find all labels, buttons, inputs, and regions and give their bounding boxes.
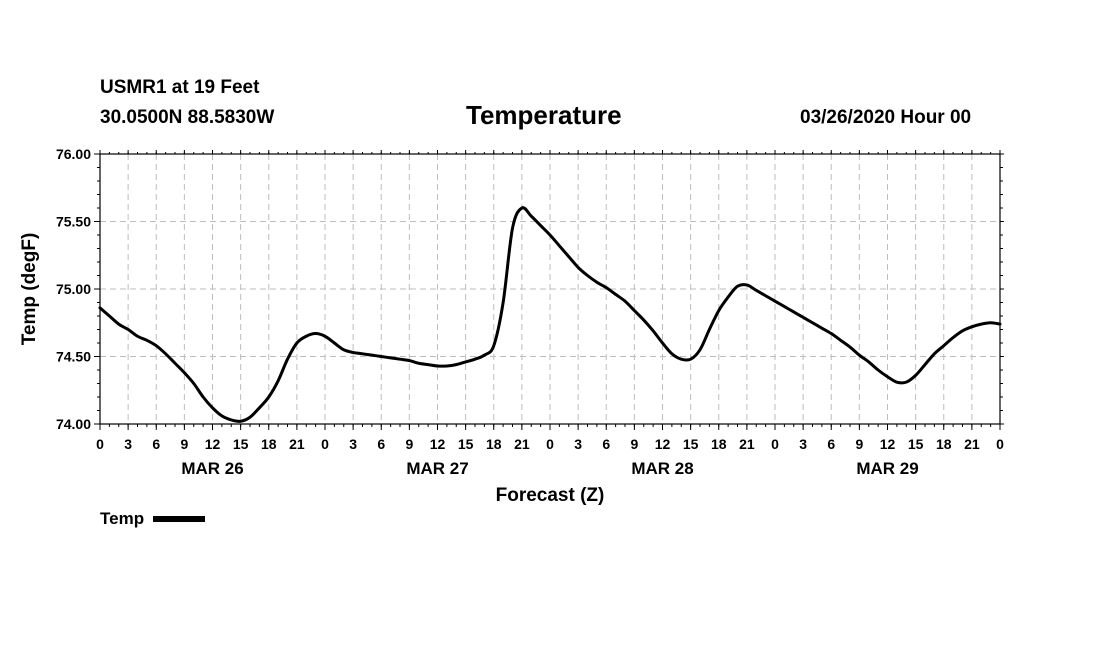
x-tick-label: 21 bbox=[514, 436, 530, 452]
forecast-timestamp: 03/26/2020 Hour 00 bbox=[800, 107, 972, 128]
x-tick-label: 21 bbox=[289, 436, 305, 452]
x-tick-label: 0 bbox=[996, 436, 1004, 452]
x-tick-label: 21 bbox=[739, 436, 755, 452]
x-tick-label: 0 bbox=[321, 436, 329, 452]
y-tick-label: 76.00 bbox=[56, 146, 91, 162]
x-tick-label: 9 bbox=[855, 436, 863, 452]
x-tick-label: 15 bbox=[683, 436, 699, 452]
x-tick-label: 9 bbox=[180, 436, 188, 452]
x-tick-label: 18 bbox=[486, 436, 502, 452]
x-tick-label: 6 bbox=[602, 436, 610, 452]
series-line-temp bbox=[98, 206, 1002, 423]
x-tick-label: 21 bbox=[964, 436, 980, 452]
station-name: USMR1 at 19 Feet bbox=[100, 77, 260, 98]
x-tick-label: 9 bbox=[630, 436, 638, 452]
x-tick-label: 18 bbox=[711, 436, 727, 452]
x-tick-label: 15 bbox=[458, 436, 474, 452]
x-tick-label: 6 bbox=[152, 436, 160, 452]
x-tick-label: 18 bbox=[936, 436, 952, 452]
x-tick-label: 12 bbox=[430, 436, 446, 452]
x-axis-title: Forecast (Z) bbox=[496, 485, 605, 506]
x-tick-label: 6 bbox=[827, 436, 835, 452]
y-tick-label: 74.00 bbox=[56, 416, 91, 432]
day-label: MAR 27 bbox=[406, 459, 468, 478]
legend: Temp bbox=[100, 509, 206, 529]
x-tick-label: 12 bbox=[655, 436, 671, 452]
day-label: MAR 26 bbox=[181, 459, 243, 478]
x-tick-label: 12 bbox=[205, 436, 221, 452]
y-tick-label: 74.50 bbox=[56, 349, 91, 365]
x-tick-label: 0 bbox=[96, 436, 104, 452]
x-tick-label: 15 bbox=[233, 436, 249, 452]
x-tick-label: 3 bbox=[349, 436, 357, 452]
legend-swatch bbox=[153, 516, 206, 522]
day-label: MAR 28 bbox=[631, 459, 693, 478]
y-tick-label: 75.50 bbox=[56, 214, 91, 230]
x-tick-label: 9 bbox=[405, 436, 413, 452]
day-label: MAR 29 bbox=[856, 459, 918, 478]
x-tick-label: 0 bbox=[546, 436, 554, 452]
x-tick-label: 18 bbox=[261, 436, 277, 452]
x-tick-label: 6 bbox=[377, 436, 385, 452]
x-tick-label: 3 bbox=[574, 436, 582, 452]
x-tick-label: 0 bbox=[771, 436, 779, 452]
x-tick-label: 12 bbox=[880, 436, 896, 452]
x-tick-label: 15 bbox=[908, 436, 924, 452]
station-coordinates: 30.0500N 88.5830W bbox=[100, 107, 275, 128]
legend-label: Temp bbox=[100, 509, 145, 528]
y-tick-label: 75.00 bbox=[56, 281, 91, 297]
x-tick-label: 3 bbox=[124, 436, 132, 452]
chart-title: Temperature bbox=[466, 100, 622, 130]
y-axis-title: Temp (degF) bbox=[19, 233, 40, 346]
x-tick-label: 3 bbox=[799, 436, 807, 452]
